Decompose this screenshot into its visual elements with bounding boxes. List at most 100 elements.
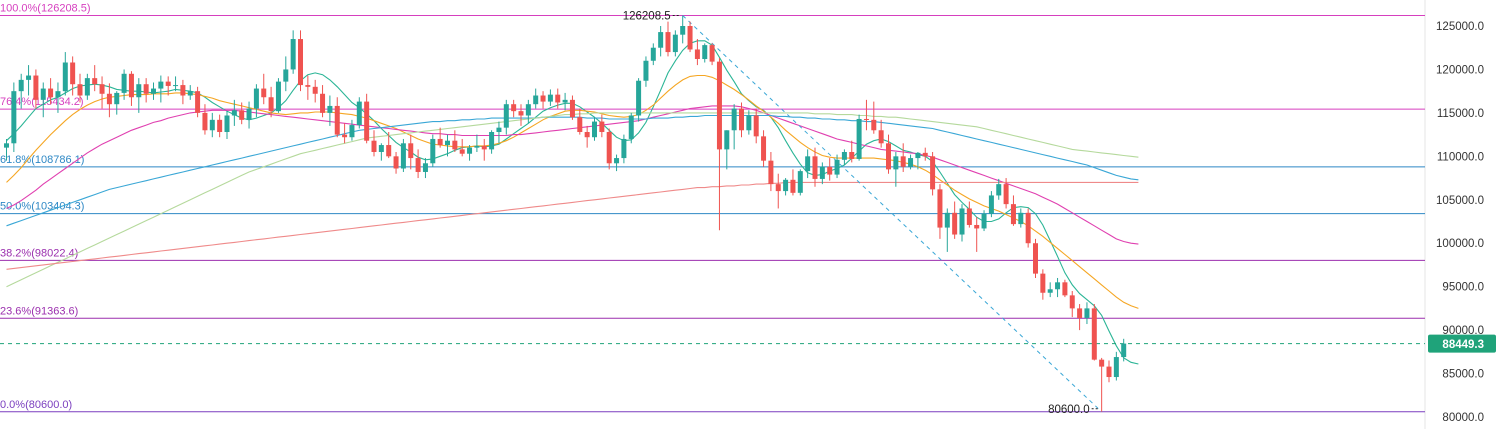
price-tick-label: 90000.0 xyxy=(1442,325,1484,337)
candle-body xyxy=(408,143,414,159)
candle-body xyxy=(55,91,61,98)
candle-body xyxy=(533,95,539,105)
candle-body xyxy=(143,84,149,94)
candle-body xyxy=(151,88,156,94)
candle-body xyxy=(180,85,186,96)
candle-body xyxy=(195,91,201,113)
fib-level-label: 50.0%(103404.3) xyxy=(0,201,84,213)
candle-body xyxy=(856,118,862,159)
candle-body xyxy=(562,99,568,103)
candle-body xyxy=(4,143,9,148)
candle-body xyxy=(621,138,627,159)
candle-body xyxy=(915,152,921,159)
candle-body xyxy=(18,79,24,92)
candle-body xyxy=(1077,308,1083,318)
candle-body xyxy=(121,73,127,93)
candle-body xyxy=(775,184,781,192)
candle-body xyxy=(518,111,524,116)
price-tick-label: 100000.0 xyxy=(1436,238,1484,250)
high-low-trend-line xyxy=(682,15,1102,413)
candle-body xyxy=(702,45,708,60)
candle-body xyxy=(84,78,90,96)
candle-body xyxy=(1084,308,1090,318)
price-tick-label: 85000.0 xyxy=(1442,369,1484,381)
candle-body xyxy=(797,171,803,193)
candle-body xyxy=(474,145,480,148)
candle-body xyxy=(298,39,303,86)
candle-body xyxy=(592,121,597,138)
candle-body xyxy=(261,88,267,98)
price-tick-label: 125000.0 xyxy=(1436,21,1484,33)
candle-body xyxy=(849,151,855,159)
candle-body xyxy=(106,93,112,105)
candle-body xyxy=(1003,184,1009,205)
fib-level-label: 100.0%(126208.5) xyxy=(0,2,91,14)
candle-body xyxy=(1033,243,1038,274)
candle-body xyxy=(349,125,355,138)
candle-body xyxy=(173,85,179,87)
candle-body xyxy=(114,92,120,105)
candle-body xyxy=(746,115,752,131)
candle-body xyxy=(489,132,495,150)
candle-body xyxy=(437,138,443,146)
candle-body xyxy=(158,81,164,89)
candle-body xyxy=(33,75,39,100)
candle-body xyxy=(312,86,318,94)
candle-body xyxy=(268,97,274,112)
candle-body xyxy=(1010,204,1016,225)
fib-level-label: 23.6%(91363.6) xyxy=(0,305,78,317)
candle-body xyxy=(614,158,620,164)
candle-body xyxy=(841,151,847,160)
candle-body xyxy=(878,130,884,144)
candle-body xyxy=(1018,212,1024,225)
candle-body xyxy=(680,26,686,35)
candle-body xyxy=(819,166,825,179)
candle-body xyxy=(386,145,392,157)
candle-body xyxy=(1025,212,1031,244)
candle-body xyxy=(900,156,906,167)
candle-body xyxy=(783,179,789,192)
candle-body xyxy=(209,119,215,131)
candle-body xyxy=(128,73,134,98)
candle-body xyxy=(62,62,68,92)
candle-body xyxy=(525,104,531,116)
candle-body xyxy=(834,159,840,175)
candle-body xyxy=(327,105,333,113)
candle-body xyxy=(422,163,428,172)
candle-body xyxy=(1062,282,1068,296)
candle-body xyxy=(1040,273,1046,293)
candle-body xyxy=(628,115,634,139)
candle-body xyxy=(577,117,583,133)
price-tick-label: 105000.0 xyxy=(1436,195,1484,207)
candle-body xyxy=(11,91,17,144)
fib-level-label: 61.8%(108786.1) xyxy=(0,154,84,166)
candle-body xyxy=(496,127,502,133)
candle-body xyxy=(930,156,936,190)
candle-body xyxy=(371,140,377,152)
candle-body xyxy=(555,94,561,103)
candle-body xyxy=(1121,343,1127,358)
candle-body xyxy=(636,80,642,116)
candle-body xyxy=(364,101,370,141)
candle-body xyxy=(863,118,869,120)
candle-body xyxy=(768,160,774,185)
candle-body xyxy=(724,130,730,150)
candle-body xyxy=(290,39,296,70)
moving-average-line xyxy=(6,181,1139,270)
candle-body xyxy=(922,152,928,157)
price-tick-label: 115000.0 xyxy=(1437,108,1484,120)
candle-body xyxy=(996,184,1002,196)
candle-body xyxy=(224,115,230,133)
candle-body xyxy=(944,212,950,228)
candle-body xyxy=(761,136,767,161)
candle-body xyxy=(239,110,245,120)
candle-body xyxy=(305,85,311,87)
candle-body xyxy=(136,84,142,98)
candle-body xyxy=(812,156,818,179)
candle-body xyxy=(48,88,54,98)
candle-body xyxy=(988,195,994,214)
candle-body xyxy=(445,140,450,146)
candle-body xyxy=(481,145,487,150)
